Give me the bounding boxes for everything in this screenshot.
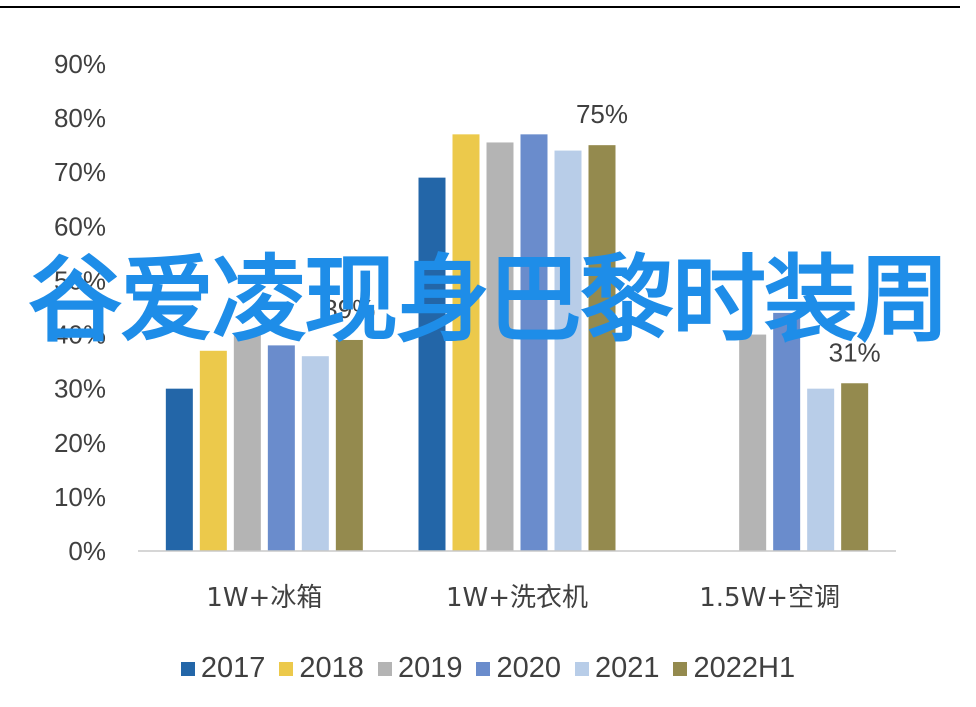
bar (165, 388, 193, 551)
bar (452, 134, 480, 551)
bar (486, 142, 514, 551)
y-tick-label: 0% (68, 536, 106, 566)
bar (335, 339, 363, 551)
legend-swatch (476, 661, 491, 676)
legend-label: 2019 (397, 652, 463, 684)
legend-swatch (279, 661, 294, 676)
data-label: 31% (829, 337, 881, 367)
y-tick-label: 90% (54, 49, 106, 79)
y-tick-label: 80% (54, 103, 106, 133)
bar-chart: 0% 10% 20% 30% 40% 50% 60% 70% 80% 90% 1W+冰箱 1W+洗衣… (54, 49, 896, 613)
bar (807, 388, 835, 551)
bars (165, 134, 869, 552)
y-tick-label: 20% (54, 428, 106, 458)
x-axis-categories: 1W+冰箱 1W+洗衣机 1.5W+空调 (206, 583, 840, 613)
bar (520, 134, 548, 551)
bar (199, 350, 227, 551)
y-tick-label: 50% (54, 265, 106, 295)
data-labels: 39% 75% 31% (323, 99, 880, 367)
bar (301, 356, 329, 551)
legend-item: 2020 (476, 652, 561, 685)
legend-label: 2020 (496, 652, 561, 684)
data-label: 39% (323, 294, 375, 324)
bar (739, 334, 767, 551)
x-tick-label: 1.5W+空调 (699, 583, 840, 613)
x-tick-label: 1W+洗衣机 (446, 583, 588, 613)
legend-swatch (180, 661, 195, 676)
bar (418, 177, 446, 551)
legend-swatch (377, 661, 392, 676)
bar (554, 150, 582, 552)
legend-label: 2021 (594, 652, 660, 684)
data-label: 75% (576, 99, 628, 129)
y-axis-ticks: 0% 10% 20% 30% 40% 50% 60% 70% 80% 90% (54, 49, 106, 566)
bar (267, 345, 295, 551)
y-tick-label: 30% (54, 374, 106, 404)
legend-label: 2022H1 (693, 652, 796, 684)
y-tick-label: 70% (54, 157, 106, 187)
legend-item: 2019 (377, 652, 463, 685)
y-tick-label: 40% (54, 320, 106, 350)
top-rule (0, 6, 960, 8)
legend-item: 2017 (180, 652, 266, 685)
bar (233, 334, 261, 551)
bar (841, 383, 869, 551)
bar (588, 145, 616, 551)
legend-item: 2022H1 (673, 652, 795, 685)
legend-item: 2021 (574, 652, 660, 685)
x-tick-label: 1W+冰箱 (206, 583, 322, 613)
legend-label: 2018 (299, 652, 364, 684)
bar (773, 312, 801, 551)
y-tick-label: 60% (54, 211, 106, 241)
legend-swatch (574, 661, 589, 676)
y-tick-label: 10% (54, 482, 106, 512)
legend-item: 2018 (279, 652, 364, 685)
legend: 2017 2018 2019 2020 2021 2022H1 (0, 652, 976, 685)
legend-label: 2017 (200, 652, 266, 684)
legend-swatch (673, 661, 688, 676)
